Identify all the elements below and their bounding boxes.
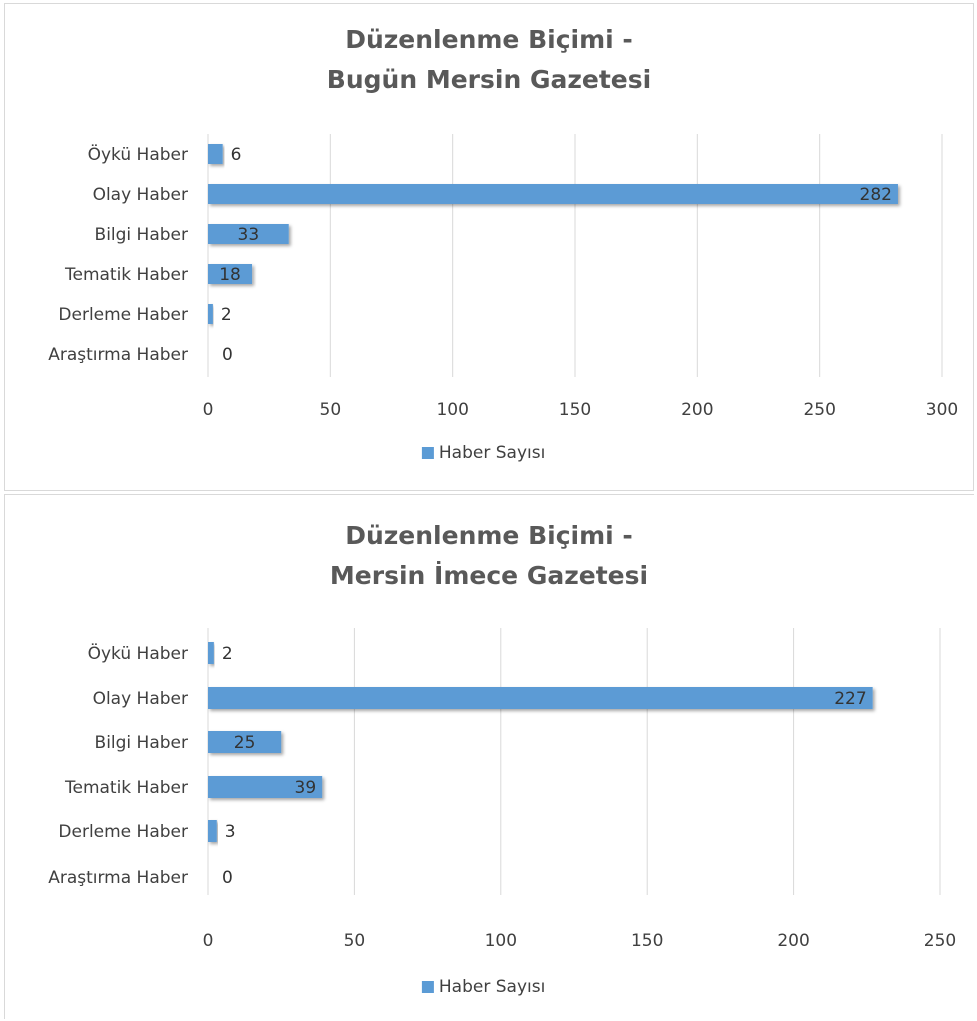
data-label: 227	[834, 689, 866, 709]
legend-label: Haber Sayısı	[439, 443, 545, 463]
data-label: 0	[222, 345, 233, 365]
bar	[208, 184, 898, 204]
category-label: Araştırma Haber	[48, 345, 188, 365]
x-tick-label: 250	[924, 931, 956, 951]
chart-panel-mersin-imece: Düzenlenme Biçimi - Mersin İmece Gazetesi…	[4, 494, 974, 1019]
category-label: Olay Haber	[93, 185, 188, 205]
data-label: 25	[234, 733, 256, 753]
x-tick-label: 150	[559, 400, 591, 420]
data-label: 18	[219, 265, 241, 285]
category-label: Derleme Haber	[58, 305, 188, 325]
bar	[208, 224, 289, 244]
category-label: Öykü Haber	[88, 642, 188, 664]
x-tick-label: 50	[344, 931, 366, 951]
category-label: Olay Haber	[93, 689, 188, 709]
data-label: 0	[222, 868, 233, 888]
chart-title-line-1: Düzenlenme Biçimi -	[345, 25, 633, 54]
x-tick-label: 0	[203, 931, 214, 951]
x-tick-label: 0	[203, 400, 214, 420]
category-label: Tematik Haber	[64, 265, 188, 285]
data-label: 39	[295, 778, 317, 798]
chart-panel-bugun-mersin: Düzenlenme Biçimi - Bugün Mersin Gazetesi…	[4, 3, 974, 491]
bar	[208, 687, 873, 709]
legend-swatch	[421, 981, 434, 993]
bar	[208, 820, 217, 842]
category-label: Tematik Haber	[64, 778, 188, 798]
category-label: Öykü Haber	[88, 143, 188, 165]
bar	[208, 642, 214, 664]
bar	[208, 304, 213, 324]
x-tick-label: 100	[485, 931, 517, 951]
data-label: 33	[238, 225, 260, 245]
bar	[208, 776, 323, 798]
legend-label: Haber Sayısı	[439, 977, 545, 997]
x-tick-label: 250	[803, 400, 835, 420]
x-tick-label: 200	[681, 400, 713, 420]
legend-swatch	[421, 447, 434, 459]
chart-title-line-1: Düzenlenme Biçimi -	[345, 521, 633, 550]
x-tick-label: 150	[631, 931, 663, 951]
category-label: Araştırma Haber	[48, 868, 188, 888]
bar	[208, 264, 253, 284]
data-label: 6	[231, 145, 242, 165]
chart-title-line-2: Bugün Mersin Gazetesi	[327, 65, 651, 94]
bar	[208, 144, 223, 164]
category-label: Bilgi Haber	[95, 733, 188, 753]
data-label: 282	[860, 185, 892, 205]
bar-chart-bugun-mersin: Düzenlenme Biçimi - Bugün Mersin Gazetesi…	[48, 25, 958, 463]
x-tick-label: 50	[320, 400, 342, 420]
chart-title-line-2: Mersin İmece Gazetesi	[330, 560, 648, 590]
x-tick-label: 300	[926, 400, 958, 420]
x-tick-label: 100	[436, 400, 468, 420]
data-label: 2	[221, 305, 232, 325]
category-label: Bilgi Haber	[95, 225, 188, 245]
data-label: 3	[225, 822, 236, 842]
bar	[208, 731, 282, 753]
x-tick-label: 200	[777, 931, 809, 951]
category-label: Derleme Haber	[58, 822, 188, 842]
bar-chart-mersin-imece: Düzenlenme Biçimi - Mersin İmece Gazetesi…	[48, 521, 956, 997]
data-label: 2	[222, 644, 233, 664]
